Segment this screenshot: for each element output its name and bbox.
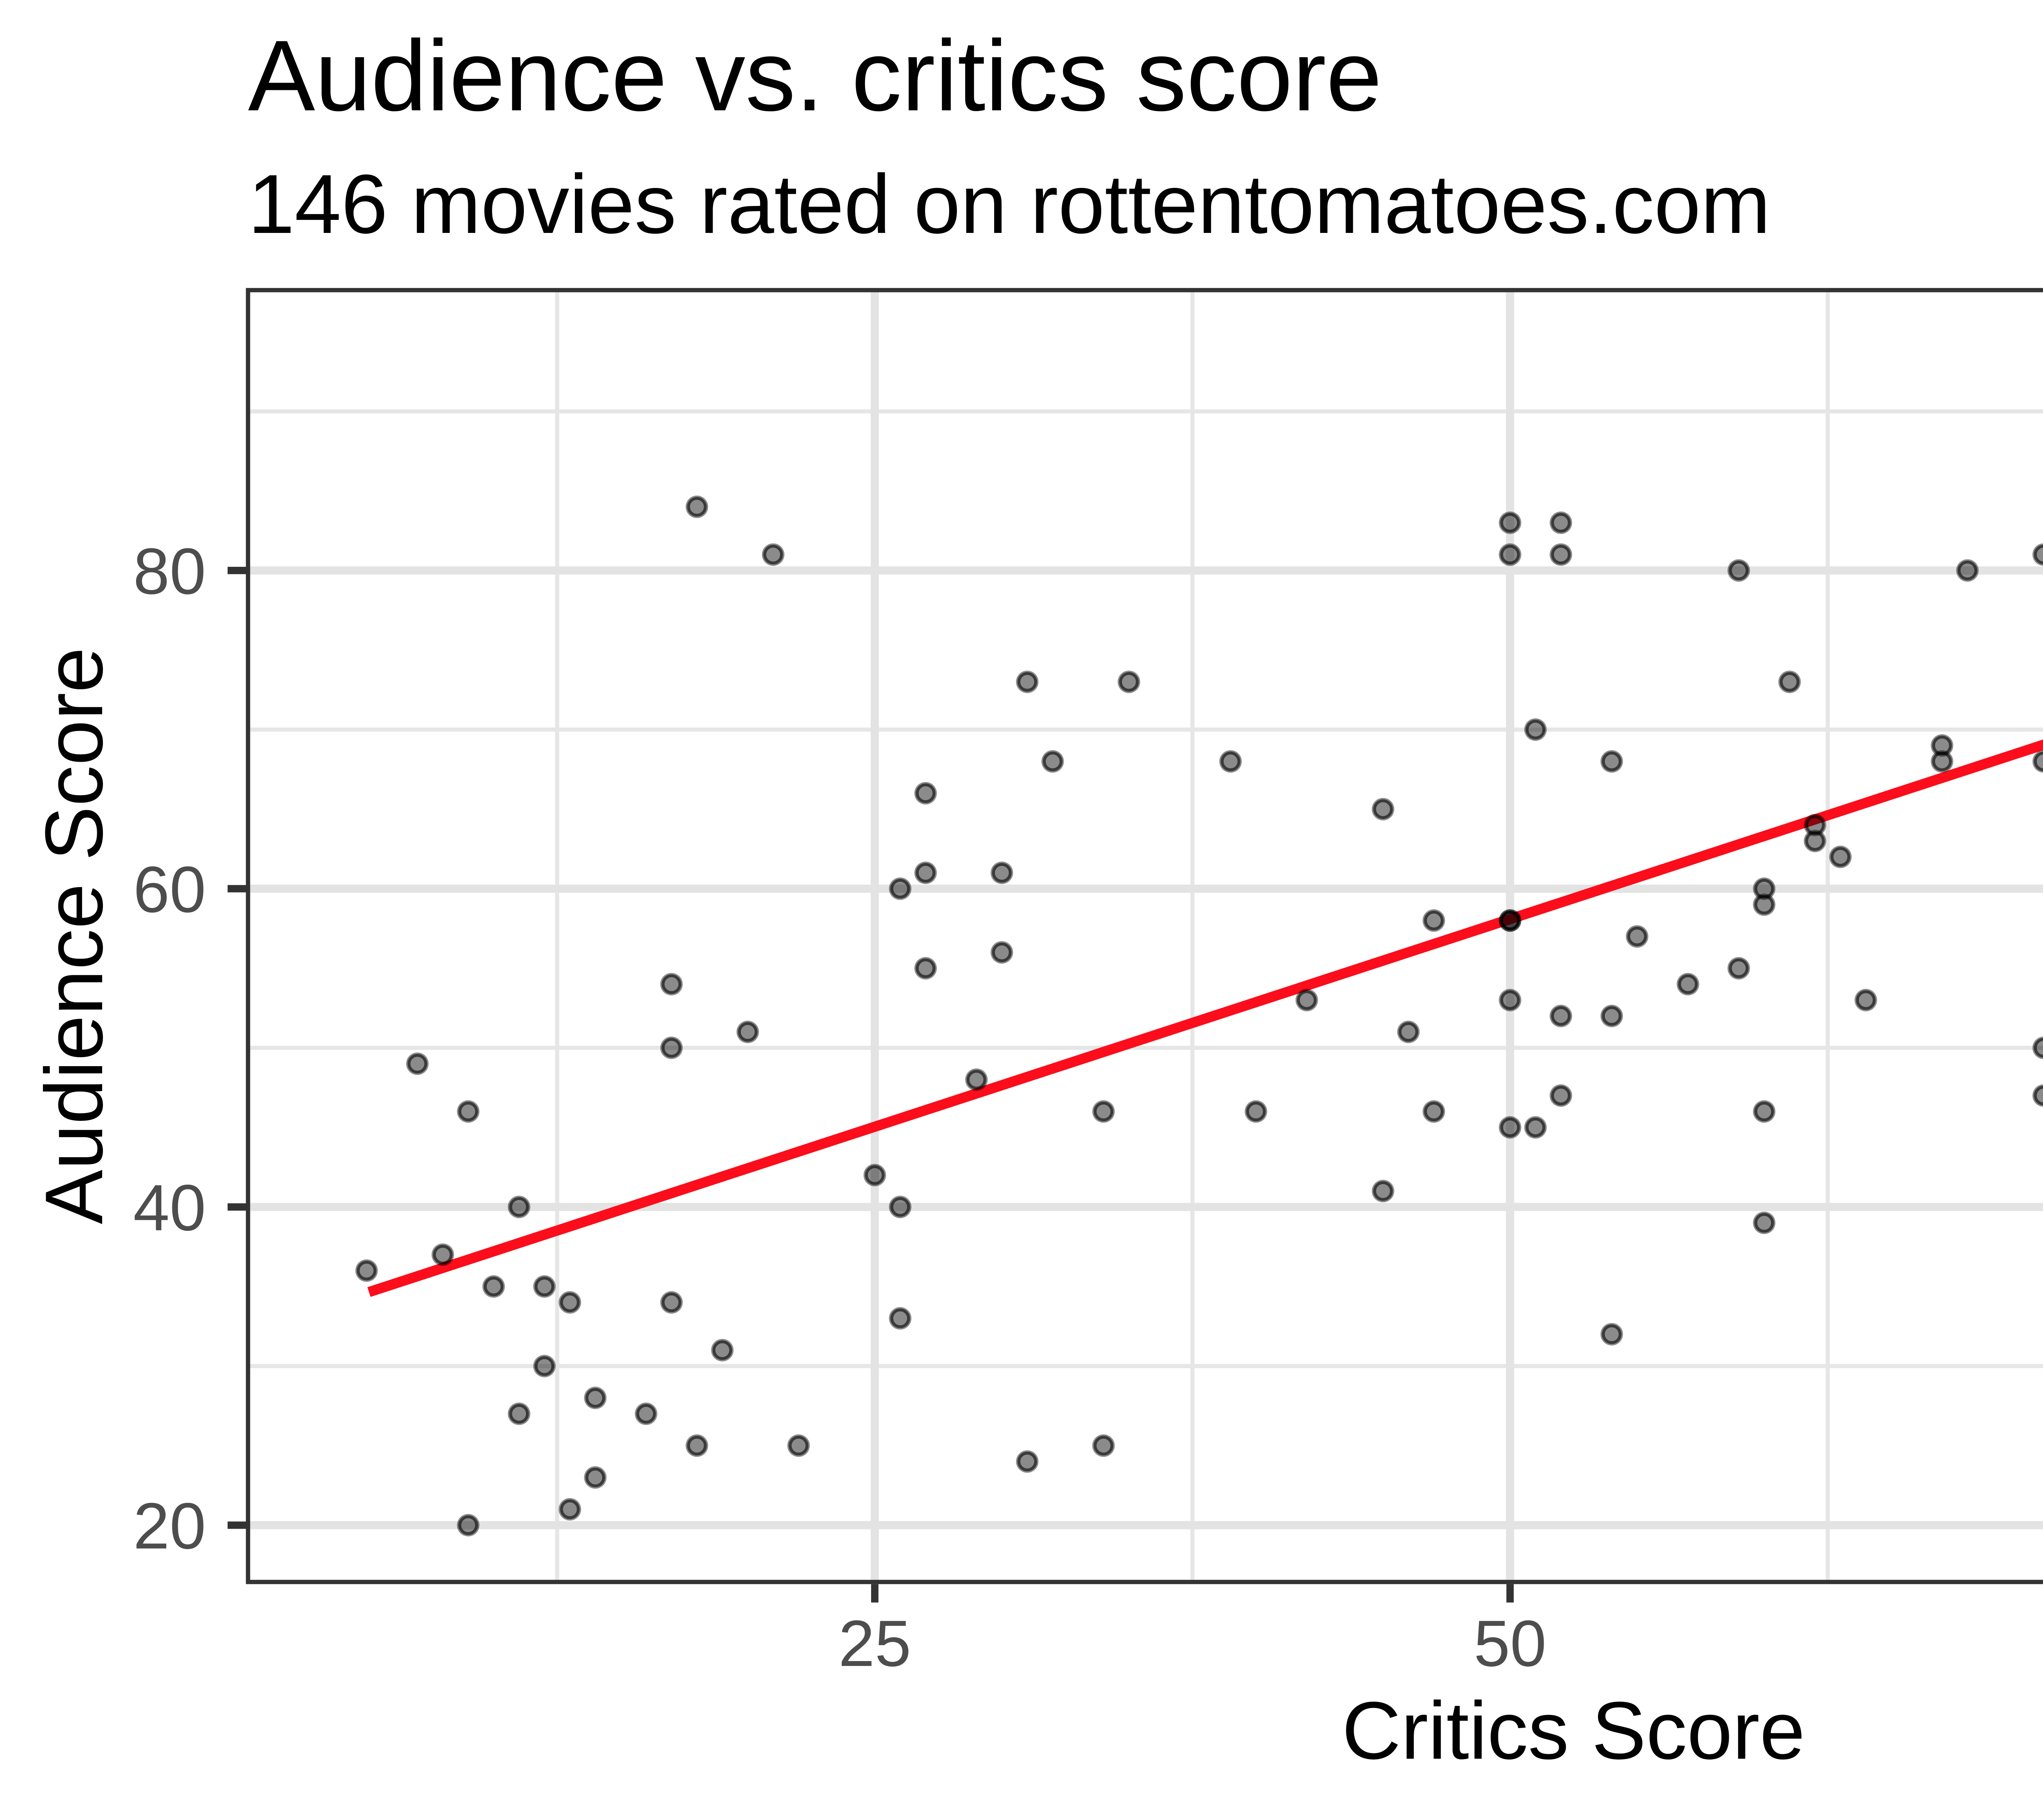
svg-text:40: 40 (133, 1171, 206, 1244)
svg-text:Audience vs. critics score: Audience vs. critics score (248, 20, 1382, 132)
svg-text:25: 25 (838, 1607, 911, 1680)
svg-text:146 movies rated on rottentoma: 146 movies rated on rottentomatoes.com (248, 157, 1770, 251)
svg-text:Audience Score: Audience Score (29, 647, 120, 1224)
svg-text:80: 80 (133, 534, 206, 608)
svg-text:50: 50 (1474, 1607, 1547, 1680)
svg-text:20: 20 (133, 1489, 206, 1563)
svg-text:60: 60 (133, 853, 206, 926)
svg-text:Critics Score: Critics Score (1342, 1685, 1805, 1776)
